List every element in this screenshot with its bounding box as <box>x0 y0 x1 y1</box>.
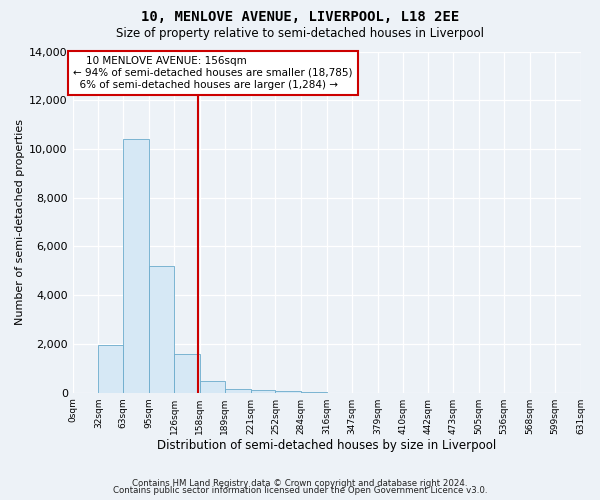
Bar <box>275 391 301 392</box>
Text: Size of property relative to semi-detached houses in Liverpool: Size of property relative to semi-detach… <box>116 28 484 40</box>
Bar <box>225 388 251 392</box>
Bar <box>149 266 174 392</box>
Bar <box>251 390 275 392</box>
Y-axis label: Number of semi-detached properties: Number of semi-detached properties <box>15 119 25 325</box>
Text: 10 MENLOVE AVENUE: 156sqm
← 94% of semi-detached houses are smaller (18,785)
  6: 10 MENLOVE AVENUE: 156sqm ← 94% of semi-… <box>73 56 353 90</box>
X-axis label: Distribution of semi-detached houses by size in Liverpool: Distribution of semi-detached houses by … <box>157 440 496 452</box>
Text: 10, MENLOVE AVENUE, LIVERPOOL, L18 2EE: 10, MENLOVE AVENUE, LIVERPOOL, L18 2EE <box>141 10 459 24</box>
Bar <box>124 139 149 392</box>
Bar <box>174 354 200 393</box>
Bar <box>98 345 124 393</box>
Text: Contains public sector information licensed under the Open Government Licence v3: Contains public sector information licen… <box>113 486 487 495</box>
Text: Contains HM Land Registry data © Crown copyright and database right 2024.: Contains HM Land Registry data © Crown c… <box>132 478 468 488</box>
Bar <box>200 381 225 392</box>
